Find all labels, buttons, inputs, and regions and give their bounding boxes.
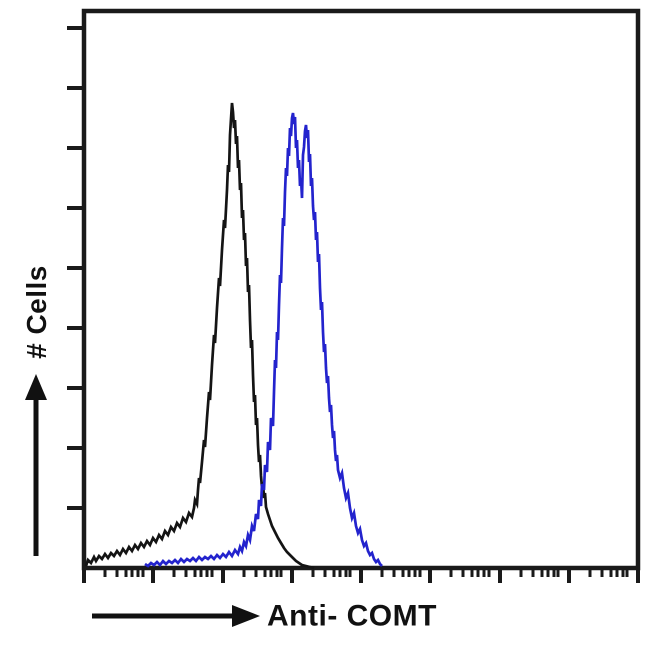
plot-border [81,8,641,571]
y-axis-arrow [25,374,47,556]
curves-layer [84,102,383,570]
blue-histogram-curve [144,112,383,568]
y-ticks-layer [67,26,84,510]
plot-frame-layer [81,8,641,571]
x-axis-label: Anti- COMT [267,599,437,633]
x-axis-arrow [92,605,260,627]
x-ticks-layer [82,568,640,583]
y-axis-label: # Cells [21,265,52,359]
